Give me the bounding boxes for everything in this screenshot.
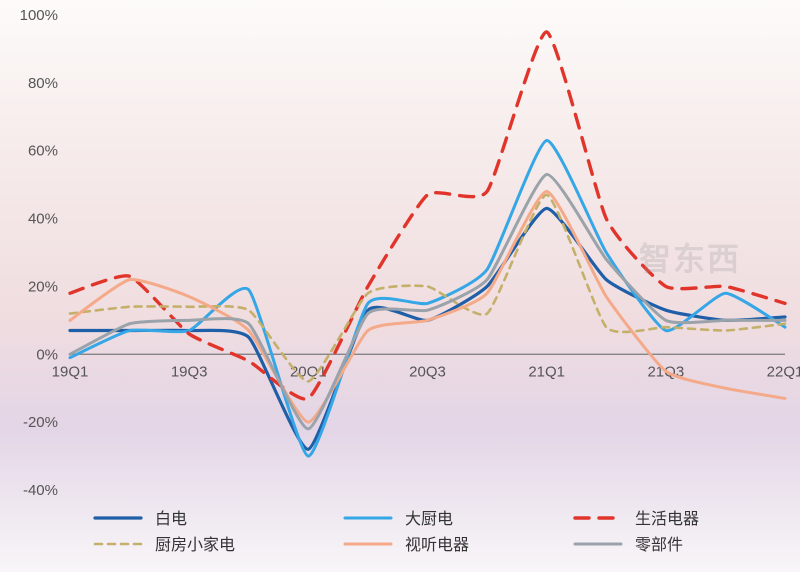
chart-svg: -40%-20%0%20%40%60%80%100%19Q119Q320Q120…	[0, 0, 800, 572]
watermark: 智东西	[639, 241, 741, 277]
legend-label-s1: 白电	[155, 510, 187, 528]
y-tick-label: 80%	[28, 75, 58, 92]
y-tick-label: 60%	[28, 143, 58, 160]
y-tick-label: -20%	[23, 414, 58, 431]
x-tick-label: 20Q3	[409, 363, 446, 380]
y-tick-label: -40%	[23, 482, 58, 499]
legend-label-s4: 厨房小家电	[155, 536, 235, 554]
x-tick-label: 19Q1	[52, 363, 89, 380]
line-chart: -40%-20%0%20%40%60%80%100%19Q119Q320Q120…	[0, 0, 800, 572]
y-tick-label: 20%	[28, 278, 58, 295]
legend-label-s5: 视听电器	[405, 536, 469, 554]
y-tick-label: 40%	[28, 211, 58, 228]
legend-label-s6: 零部件	[635, 536, 683, 554]
x-tick-label: 22Q1	[767, 363, 800, 380]
legend-label-s3: 生活电器	[635, 510, 699, 528]
legend-label-s2: 大厨电	[405, 510, 453, 528]
x-tick-label: 19Q3	[171, 363, 208, 380]
x-tick-label: 21Q1	[528, 363, 565, 380]
y-tick-label: 100%	[20, 7, 58, 24]
y-tick-label: 0%	[36, 346, 58, 363]
